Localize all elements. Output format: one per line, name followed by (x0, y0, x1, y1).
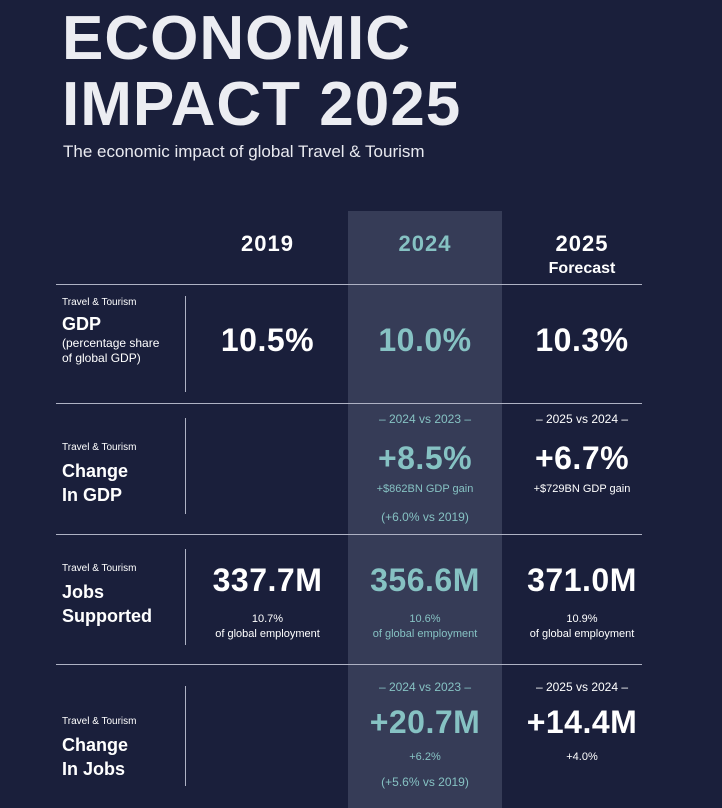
change-gdp-2024-comparison: – 2024 vs 2023 – (378, 412, 472, 426)
page-subtitle: The economic impact of global Travel & T… (63, 142, 425, 161)
row-category: Travel & Tourism (62, 563, 137, 574)
jobs-2019-caption: of global employment (215, 628, 320, 640)
highlight-column-2024 (348, 211, 502, 808)
change-gdp-2024-value: +8.5% (377, 440, 473, 476)
change-jobs-2025-value: +14.4M (526, 704, 638, 740)
row-title-line-1: Change (62, 461, 129, 481)
change-jobs-2024-note: +6.2% (409, 751, 441, 763)
jobs-2019-share: 10.7% (251, 613, 284, 625)
gdp-2024-value: 10.0% (378, 322, 472, 358)
row-label-change-gdp: Travel & Tourism Change In GDP (62, 442, 136, 507)
change-gdp-2025-note: +$729BN GDP gain (533, 483, 631, 495)
change-jobs-2024-comparison: – 2024 vs 2023 – (378, 680, 472, 694)
divider-row-1 (56, 403, 642, 404)
page-title: ECONOMIC IMPACT 2025 (62, 6, 461, 138)
divider-row-2 (56, 534, 642, 535)
row-category: Travel & Tourism (62, 297, 137, 308)
jobs-2019-value: 337.7M (212, 562, 323, 598)
title-line-2: IMPACT 2025 (62, 70, 462, 139)
change-gdp-2024-note: +$862BN GDP gain (376, 483, 474, 495)
jobs-2025-share: 10.9% (566, 613, 598, 625)
row-label-jobs: Travel & Tourism Jobs Supported (62, 563, 152, 628)
jobs-2024-caption: of global employment (372, 628, 478, 640)
row-category: Travel & Tourism (62, 716, 137, 727)
row-qualifier-line-2: of global GDP) (62, 351, 141, 365)
row-title: GDP (62, 314, 102, 334)
column-header-2025: 2025 (555, 231, 609, 256)
divider-header (56, 284, 642, 285)
row-title-line-1: Change (62, 735, 129, 755)
jobs-2025-caption: of global employment (529, 628, 635, 640)
vertical-divider-row-1 (185, 296, 186, 392)
change-jobs-2025-note: +4.0% (566, 751, 598, 763)
change-jobs-2024-vs-2019: (+5.6% vs 2019) (381, 775, 469, 789)
gdp-2025-value: 10.3% (535, 322, 629, 358)
row-title-line-1: Jobs (62, 582, 105, 602)
column-header-forecast: Forecast (548, 260, 616, 277)
vertical-divider-row-3 (185, 549, 186, 645)
divider-row-3 (56, 664, 642, 665)
change-jobs-2024-value: +20.7M (369, 704, 481, 740)
vertical-divider-row-2 (185, 418, 186, 514)
change-gdp-2025-comparison: – 2025 vs 2024 – (535, 412, 629, 426)
jobs-2025-value: 371.0M (527, 562, 637, 598)
row-label-change-jobs: Travel & Tourism Change In Jobs (62, 716, 136, 781)
change-gdp-2024-vs-2019: (+6.0% vs 2019) (381, 510, 469, 524)
gdp-2019-value: 10.5% (220, 322, 315, 358)
column-header-2024: 2024 (398, 231, 452, 256)
row-title-line-2: In GDP (62, 485, 123, 505)
row-qualifier-line-1: (percentage share (62, 336, 160, 350)
row-title-line-2: Supported (62, 606, 152, 626)
row-title-line-2: In Jobs (62, 759, 126, 779)
row-category: Travel & Tourism (62, 442, 137, 453)
change-gdp-2025-value: +6.7% (534, 440, 630, 476)
jobs-2024-share: 10.6% (409, 613, 441, 625)
row-label-gdp: Travel & Tourism GDP (percentage share o… (62, 297, 159, 366)
vertical-divider-row-4 (185, 686, 186, 786)
jobs-2024-value: 356.6M (370, 562, 480, 598)
column-header-2019: 2019 (241, 231, 294, 256)
change-jobs-2025-comparison: – 2025 vs 2024 – (535, 680, 629, 694)
title-line-1: ECONOMIC (62, 4, 411, 73)
